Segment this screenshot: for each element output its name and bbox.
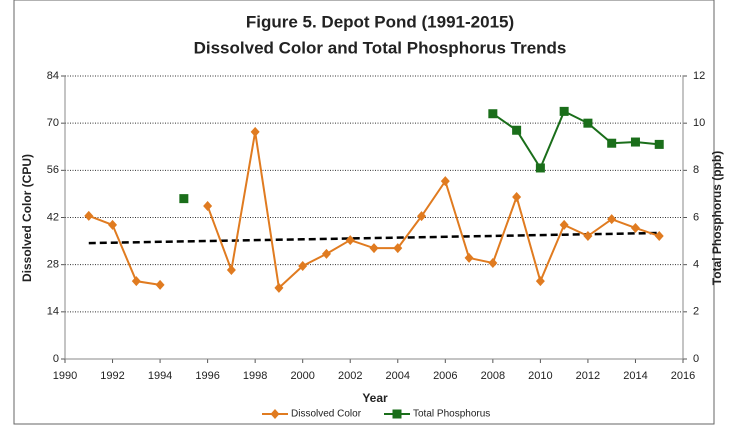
marker — [393, 243, 403, 254]
y2-tick-label: 4 — [693, 259, 699, 271]
x-tick-label: 1990 — [53, 370, 77, 382]
x-axis-title: Year — [362, 391, 388, 405]
legend-label: Dissolved Color — [291, 409, 362, 420]
marker — [583, 118, 593, 128]
marker — [298, 261, 308, 272]
y-tick-label: 84 — [47, 70, 59, 82]
marker — [607, 214, 617, 225]
x-tick-label: 2010 — [528, 370, 552, 382]
marker — [203, 201, 213, 212]
marker — [488, 109, 498, 119]
marker — [321, 248, 331, 259]
marker — [226, 265, 236, 276]
marker — [84, 210, 94, 221]
marker — [179, 194, 189, 204]
y2-tick-label: 0 — [693, 353, 699, 365]
chart-title: Figure 5. Depot Pond (1991-2015) — [246, 12, 514, 31]
marker — [607, 138, 617, 148]
y-tick-label: 0 — [53, 353, 59, 365]
x-tick-label: 1992 — [100, 370, 124, 382]
marker — [369, 243, 379, 254]
y-tick-label: 56 — [47, 164, 59, 176]
x-tick-label: 2006 — [433, 370, 457, 382]
x-tick-label: 2014 — [623, 370, 647, 382]
y2-tick-label: 10 — [693, 117, 705, 129]
x-tick-label: 2004 — [386, 370, 410, 382]
y2-tick-label: 6 — [693, 211, 699, 223]
marker — [155, 279, 165, 290]
marker — [512, 191, 522, 202]
marker — [654, 231, 664, 242]
x-tick-label: 2008 — [481, 370, 505, 382]
trend-line — [88, 231, 660, 245]
marker — [250, 126, 260, 137]
marker — [274, 282, 284, 293]
marker — [512, 125, 522, 135]
y-tick-label: 70 — [47, 117, 59, 129]
marker — [559, 106, 569, 116]
marker — [464, 252, 474, 263]
y2-axis-title: Total Phosphorus (ppb) — [710, 151, 724, 285]
marker — [392, 409, 402, 419]
marker — [535, 163, 545, 173]
marker — [440, 176, 450, 187]
marker — [108, 219, 118, 230]
marker — [488, 257, 498, 268]
x-tick-label: 1996 — [195, 370, 219, 382]
marker — [131, 276, 141, 287]
chart-title: Dissolved Color and Total Phosphorus Tre… — [194, 38, 567, 57]
x-tick-label: 1994 — [148, 370, 172, 382]
y-tick-label: 28 — [47, 259, 59, 271]
marker — [270, 409, 280, 419]
chart-frame — [13, 0, 715, 425]
marker — [630, 222, 640, 233]
y-axis-title: Dissolved Color (CPU) — [20, 154, 34, 282]
y-tick-label: 42 — [47, 211, 59, 223]
legend-label: Total Phosphorus — [413, 409, 490, 420]
marker — [654, 139, 664, 149]
x-tick-label: 1998 — [243, 370, 267, 382]
marker — [535, 276, 545, 287]
y2-tick-label: 12 — [693, 70, 705, 82]
series-line — [88, 131, 660, 290]
x-tick-label: 2016 — [671, 370, 695, 382]
y-tick-label: 14 — [47, 306, 59, 318]
y2-tick-label: 8 — [693, 164, 699, 176]
marker — [345, 235, 355, 246]
y2-tick-label: 2 — [693, 306, 699, 318]
marker — [630, 137, 640, 147]
x-tick-label: 2000 — [290, 370, 314, 382]
marker — [583, 231, 593, 242]
marker — [559, 219, 569, 230]
marker — [417, 211, 427, 222]
x-tick-label: 2002 — [338, 370, 362, 382]
x-tick-label: 2012 — [576, 370, 600, 382]
